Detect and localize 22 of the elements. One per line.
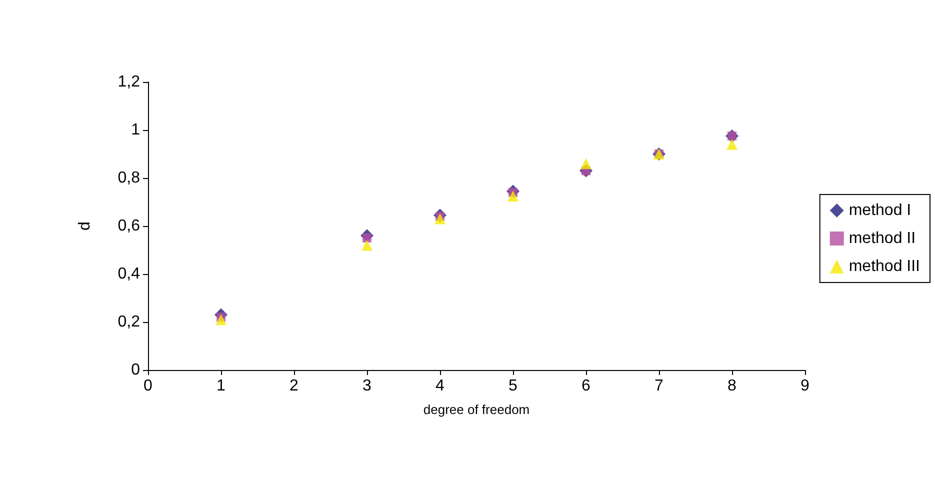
- x-tick-label: 0: [144, 378, 153, 394]
- legend-label: method III: [848, 258, 920, 275]
- x-axis-title: degree of freedom: [423, 402, 530, 417]
- legend-label: method II: [848, 230, 916, 247]
- x-tick-label: 1: [216, 378, 226, 394]
- x-tick-label: 7: [654, 378, 664, 394]
- x-tick-label: 5: [508, 378, 518, 394]
- y-tick-label: 0: [131, 362, 140, 378]
- y-axis-title: d: [76, 222, 94, 230]
- x-tick-label: 9: [800, 378, 810, 394]
- x-tick-label: 3: [362, 378, 372, 394]
- legend-label: method I: [848, 202, 912, 219]
- y-tick-label: 0,4: [118, 266, 140, 282]
- x-tick-label: 6: [582, 378, 591, 394]
- y-tick-label: 1,2: [118, 74, 140, 90]
- x-tick-label: 8: [728, 378, 737, 394]
- x-tick-label: 2: [290, 378, 299, 394]
- y-tick-label: 0,6: [118, 218, 140, 234]
- y-tick-label: 0,2: [118, 314, 140, 330]
- x-tick-label: 4: [436, 378, 445, 394]
- y-tick-label: 0,8: [118, 170, 140, 186]
- y-tick-label: 1: [131, 122, 140, 138]
